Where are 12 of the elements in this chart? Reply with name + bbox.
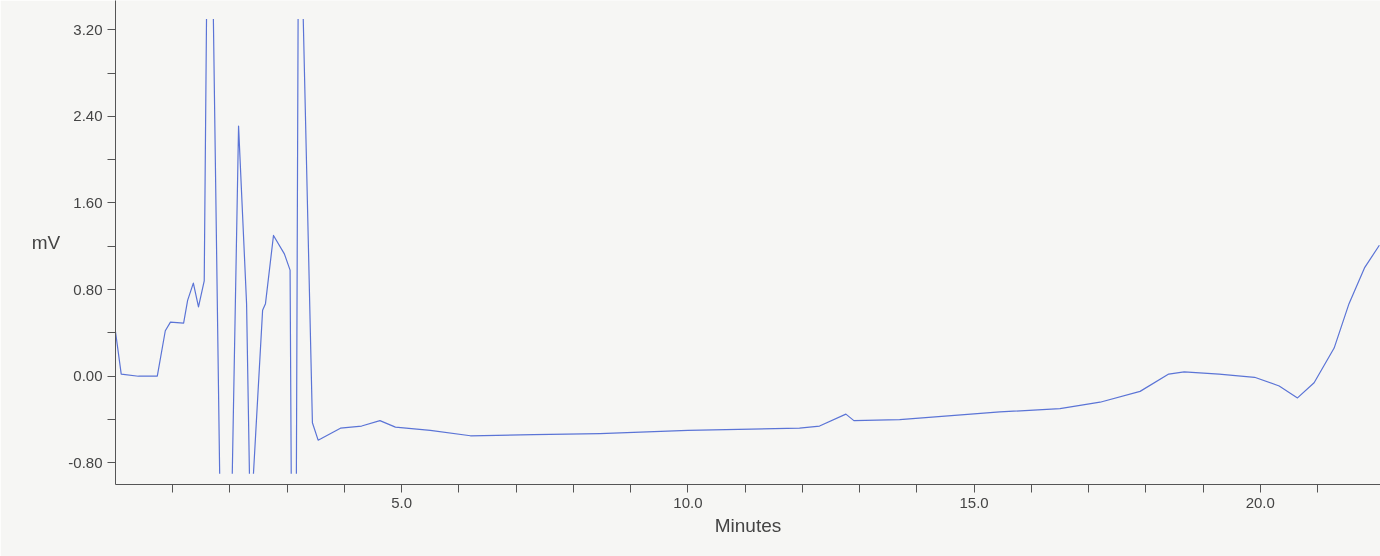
y-axis-title: mV [31,232,61,253]
y-tick-label: 1.60 [73,193,103,211]
x-tick-label: 10.0 [673,493,703,511]
y-tick-label: 2.40 [73,107,103,125]
y-tick-label: 3.20 [73,20,103,38]
x-tick-label: 15.0 [959,493,989,511]
x-tick-label: 5.0 [391,493,413,511]
y-tick-label: -0.80 [68,453,103,471]
x-axis-title: Minutes [714,514,782,536]
x-tick-label: 20.0 [1245,493,1275,511]
y-tick-label: 0.00 [73,367,103,385]
y-tick-label: 0.80 [73,280,103,298]
